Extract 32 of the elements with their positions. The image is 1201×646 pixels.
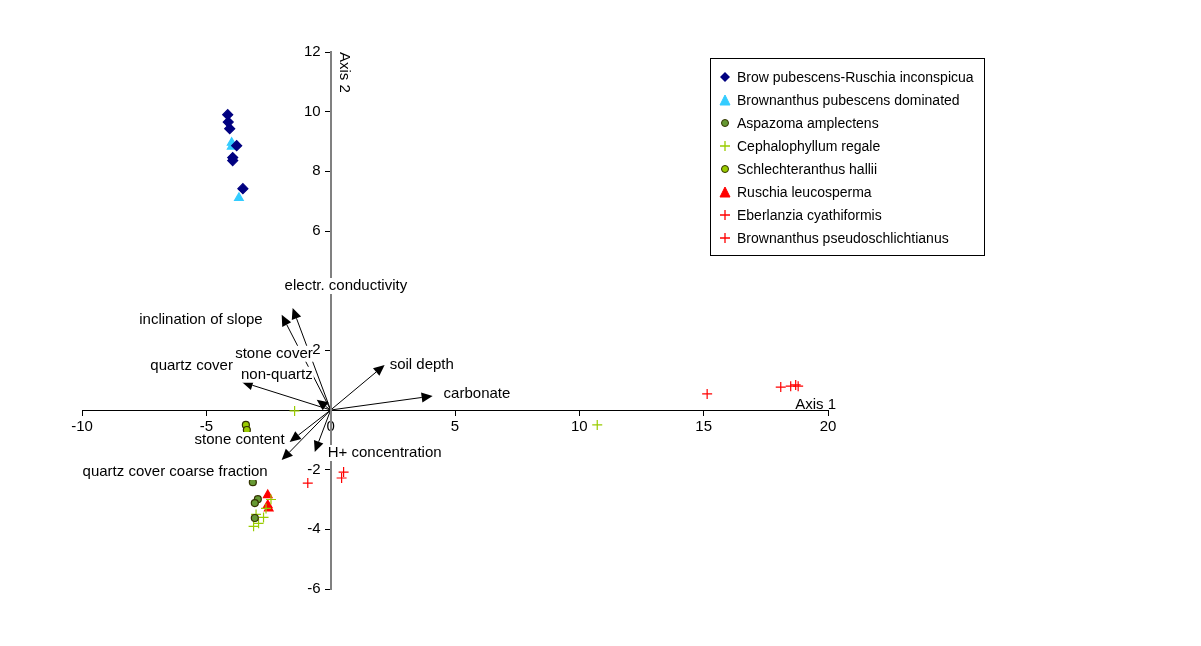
y-tick-label: -6 xyxy=(307,579,321,597)
y-tick-label: -4 xyxy=(307,519,321,537)
annotation: carbonate xyxy=(443,384,511,402)
annotation: quartz cover xyxy=(150,356,233,374)
y-tick-label: 2 xyxy=(312,340,321,358)
legend-label: Brow pubescens-Ruschia inconspicua xyxy=(737,68,974,85)
legend-label: Cephalophyllum regale xyxy=(737,137,881,154)
annotation: soil depth xyxy=(389,355,454,373)
x-tick-label: 5 xyxy=(450,417,460,435)
x-axis-title: Axis 1 xyxy=(795,394,836,412)
legend-label: Brownanthus pubescens dominated xyxy=(737,91,960,108)
legend-label: Ruschia leucosperma xyxy=(737,183,872,200)
x-tick-label: -10 xyxy=(71,417,93,435)
y-tick-label: 10 xyxy=(303,101,321,119)
annotation: electr. conductivity xyxy=(284,276,408,294)
x-tick-label: 20 xyxy=(819,417,837,435)
annotation: stone cover non-quartz xyxy=(235,344,313,382)
legend-label: Aspazoma amplectens xyxy=(737,114,879,131)
y-tick-label: -2 xyxy=(307,459,321,477)
y-tick-label: 12 xyxy=(303,42,321,60)
annotation: H+ concentration xyxy=(327,443,442,461)
annotation: stone content xyxy=(194,430,286,448)
legend-label: Brownanthus pseudoschlichtianus xyxy=(737,229,949,246)
legend-label: Eberlanzia cyathiformis xyxy=(737,206,882,223)
x-tick-label: 10 xyxy=(570,417,588,435)
x-tick-label: 15 xyxy=(695,417,713,435)
y-tick-label: 8 xyxy=(312,161,321,179)
annotation: inclination of slope xyxy=(139,309,263,327)
y-axis-title: Axis 2 xyxy=(337,52,355,93)
annotation: quartz cover coarse fraction xyxy=(82,462,268,480)
y-tick-label: 6 xyxy=(312,221,321,239)
legend-label: Schlechteranthus hallii xyxy=(737,160,878,177)
